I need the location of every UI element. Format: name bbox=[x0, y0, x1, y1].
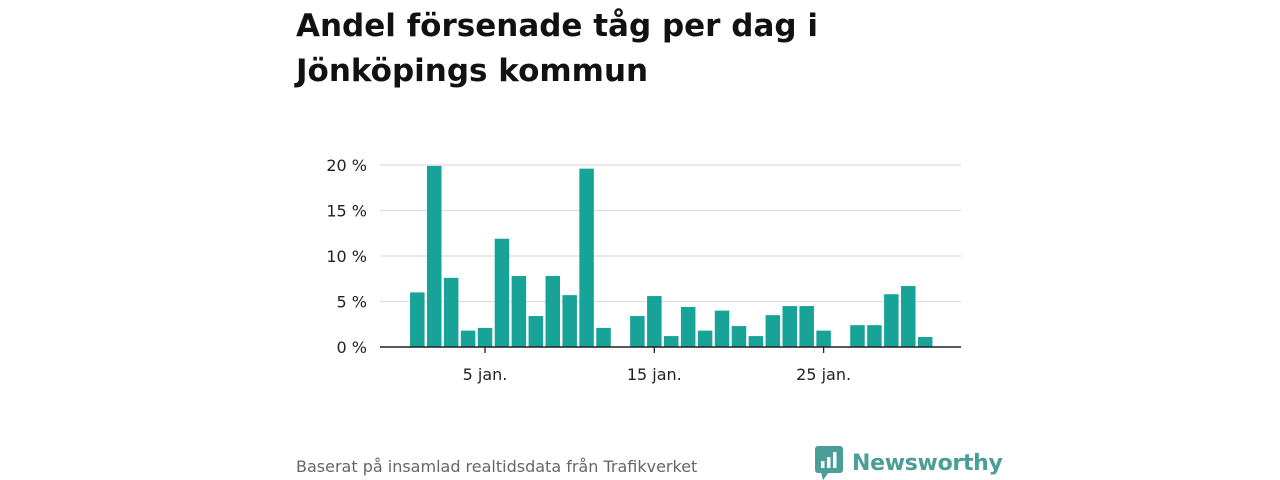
bar-jan-17 bbox=[680, 306, 696, 347]
y-tick-label: 5 % bbox=[337, 293, 367, 312]
bar-jan-11 bbox=[579, 168, 594, 347]
bar-jan-19 bbox=[714, 310, 730, 347]
bar-jan-14 bbox=[630, 316, 645, 347]
bar-jan-8 bbox=[528, 316, 544, 347]
bar-jan-16 bbox=[664, 336, 679, 347]
bar-jan-23 bbox=[782, 306, 798, 347]
bar-jan-27 bbox=[850, 325, 865, 347]
y-tick-label: 10 % bbox=[326, 247, 367, 266]
bar-jan-20 bbox=[731, 326, 747, 347]
y-tick-label: 15 % bbox=[326, 202, 367, 221]
brand-name: Newsworthy bbox=[852, 450, 1003, 476]
bar-jan-24 bbox=[799, 306, 814, 347]
bar-jan-29 bbox=[884, 294, 899, 347]
bars bbox=[410, 165, 933, 347]
bar-jan-28 bbox=[867, 325, 882, 347]
bar-jan-3 bbox=[443, 277, 459, 347]
bar-jan-2 bbox=[426, 165, 442, 347]
chart-title: Andel försenade tåg per dag i Jönköpings… bbox=[296, 8, 818, 89]
y-axis-ticks: 0 % 5 % 10 % 15 % 20 % bbox=[326, 156, 367, 357]
x-tick-label: 5 jan. bbox=[463, 365, 508, 384]
source-note: Baserat på insamlad realtidsdata från Tr… bbox=[296, 457, 698, 476]
gridlines bbox=[380, 164, 961, 303]
bar-jan-25 bbox=[816, 330, 831, 347]
y-tick-label: 0 % bbox=[337, 338, 367, 357]
bar-jan-31 bbox=[917, 336, 933, 347]
bar-jan-12 bbox=[596, 327, 611, 347]
x-tick-label: 25 jan. bbox=[796, 365, 851, 384]
bar-jan-22 bbox=[765, 315, 781, 347]
bar-jan-10 bbox=[562, 295, 577, 347]
brand-logo: Newsworthy bbox=[815, 446, 1003, 480]
y-tick-label: 20 % bbox=[326, 156, 367, 175]
bar-jan-30 bbox=[901, 286, 916, 347]
bar-jan-5 bbox=[477, 327, 493, 347]
bar-jan-21 bbox=[748, 336, 764, 347]
bar-jan-18 bbox=[697, 330, 713, 347]
bar-jan-15 bbox=[647, 296, 662, 347]
bar-jan-6 bbox=[494, 238, 510, 347]
bar-chart-speech-bubble-icon bbox=[815, 446, 843, 480]
bar-jan-4 bbox=[460, 330, 476, 347]
bar-jan-7 bbox=[511, 276, 527, 347]
bar-jan-1 bbox=[410, 292, 425, 347]
x-tick-label: 15 jan. bbox=[627, 365, 682, 384]
bar-jan-9 bbox=[545, 276, 560, 347]
x-axis-ticks: 5 jan. 15 jan. 25 jan. bbox=[463, 347, 851, 384]
